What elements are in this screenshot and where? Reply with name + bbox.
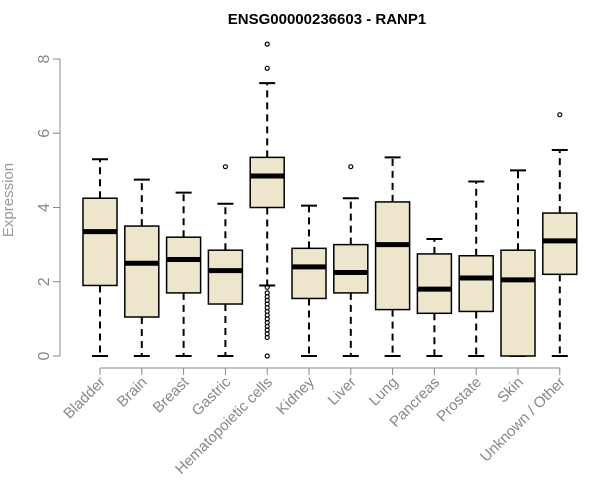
- outlier-point: [264, 353, 270, 359]
- outlier-point: [222, 164, 228, 170]
- box-breast: [165, 236, 202, 294]
- x-tick-label: Lung: [366, 374, 402, 410]
- box-prostate: [458, 255, 494, 313]
- y-tick-label: 6: [36, 129, 53, 138]
- y-axis-label: Expression: [0, 163, 17, 237]
- x-tick-label: Bladder: [60, 374, 109, 423]
- outlier-point: [557, 112, 563, 118]
- y-tick-label: 0: [36, 351, 53, 360]
- x-tick-label: Kidney: [273, 373, 318, 418]
- x-tick-label: Brain: [114, 374, 151, 411]
- outlier-point: [264, 284, 270, 290]
- box-lung: [374, 201, 411, 311]
- box-hematopoietic-cells: [249, 156, 285, 209]
- box-skin: [500, 249, 536, 357]
- x-tick-label: Prostate: [433, 374, 485, 426]
- box-gastric: [207, 249, 244, 305]
- box-unknown-other: [542, 212, 578, 276]
- y-tick-label: 4: [36, 203, 53, 212]
- box-liver: [333, 243, 369, 294]
- chart-title: ENSG00000236603 - RANP1: [228, 11, 426, 28]
- x-tick-label: Breast: [150, 373, 193, 416]
- box-pancreas: [416, 253, 453, 315]
- box-brain: [124, 225, 160, 318]
- outlier-point: [264, 65, 270, 71]
- box-kidney: [291, 247, 327, 300]
- y-tick-label: 8: [36, 54, 53, 63]
- x-tick-label: Liver: [325, 374, 360, 409]
- outlier-point: [264, 41, 270, 47]
- outlier-point: [348, 164, 354, 170]
- y-tick-label: 2: [36, 277, 53, 286]
- x-tick-label: Skin: [494, 374, 527, 407]
- box-bladder: [82, 197, 118, 287]
- outlier-point: [264, 334, 270, 341]
